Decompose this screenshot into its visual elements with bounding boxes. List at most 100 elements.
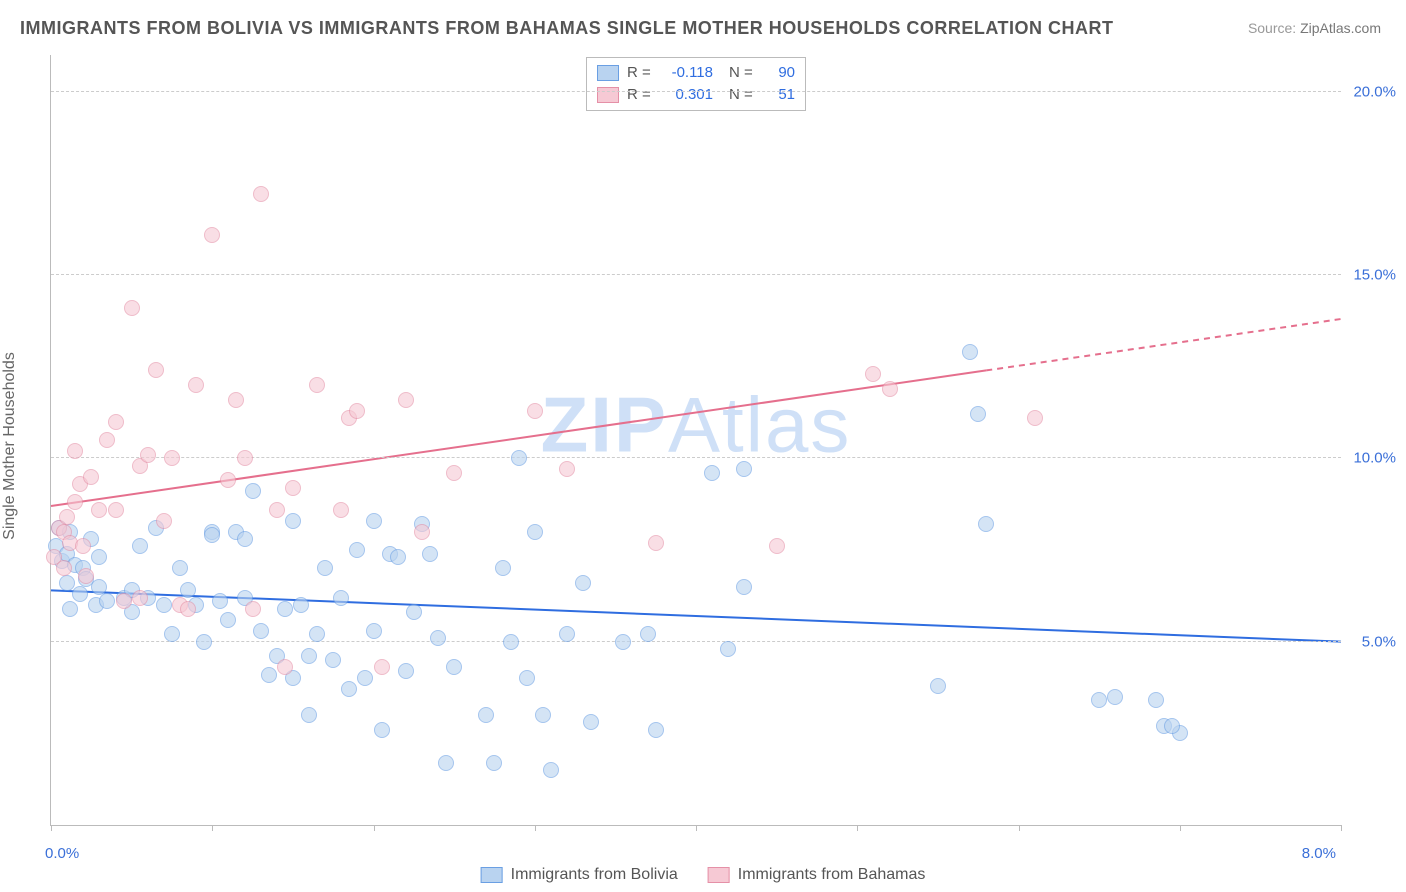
scatter-point-bolivia xyxy=(575,575,591,591)
scatter-point-bolivia xyxy=(390,549,406,565)
scatter-point-bolivia xyxy=(962,344,978,360)
scatter-point-bolivia xyxy=(366,513,382,529)
gridline xyxy=(51,641,1341,642)
gridline xyxy=(51,274,1341,275)
y-tick-label: 5.0% xyxy=(1346,633,1396,650)
scatter-point-bolivia xyxy=(511,450,527,466)
scatter-point-bolivia xyxy=(196,634,212,650)
scatter-point-bolivia xyxy=(261,667,277,683)
scatter-point-bolivia xyxy=(253,623,269,639)
x-tick xyxy=(696,825,697,831)
scatter-point-bahamas xyxy=(245,601,261,617)
scatter-point-bahamas xyxy=(865,366,881,382)
scatter-point-bolivia xyxy=(1164,718,1180,734)
scatter-point-bolivia xyxy=(438,755,454,771)
scatter-point-bahamas xyxy=(882,381,898,397)
scatter-point-bahamas xyxy=(204,227,220,243)
scatter-point-bolivia xyxy=(1148,692,1164,708)
scatter-point-bahamas xyxy=(398,392,414,408)
scatter-point-bolivia xyxy=(736,579,752,595)
scatter-point-bolivia xyxy=(720,641,736,657)
scatter-point-bolivia xyxy=(341,681,357,697)
source-label: Source: xyxy=(1248,20,1300,36)
scatter-point-bolivia xyxy=(72,586,88,602)
scatter-point-bolivia xyxy=(333,590,349,606)
scatter-point-bolivia xyxy=(970,406,986,422)
scatter-point-bahamas xyxy=(56,560,72,576)
n-label: N = xyxy=(729,62,757,84)
scatter-point-bahamas xyxy=(648,535,664,551)
scatter-point-bahamas xyxy=(99,432,115,448)
scatter-point-bolivia xyxy=(519,670,535,686)
scatter-point-bahamas xyxy=(349,403,365,419)
scatter-point-bahamas xyxy=(527,403,543,419)
scatter-point-bahamas xyxy=(156,513,172,529)
x-tick xyxy=(1341,825,1342,831)
scatter-point-bolivia xyxy=(648,722,664,738)
series-legend: Immigrants from Bolivia Immigrants from … xyxy=(481,866,926,884)
correlation-legend-row: R = 0.301 N = 51 xyxy=(597,84,795,106)
watermark-zip: ZIP xyxy=(541,380,668,468)
scatter-point-bolivia xyxy=(164,626,180,642)
scatter-point-bolivia xyxy=(978,516,994,532)
scatter-point-bolivia xyxy=(446,659,462,675)
legend-swatch-bolivia xyxy=(481,867,503,883)
scatter-point-bolivia xyxy=(220,612,236,628)
legend-label-bahamas: Immigrants from Bahamas xyxy=(738,866,926,884)
scatter-point-bolivia xyxy=(309,626,325,642)
scatter-point-bahamas xyxy=(309,377,325,393)
scatter-point-bahamas xyxy=(188,377,204,393)
scatter-point-bahamas xyxy=(140,447,156,463)
scatter-point-bahamas xyxy=(108,414,124,430)
scatter-point-bahamas xyxy=(277,659,293,675)
r-label: R = xyxy=(627,84,655,106)
legend-swatch-bahamas xyxy=(597,87,619,103)
scatter-point-bahamas xyxy=(108,502,124,518)
x-tick xyxy=(1180,825,1181,831)
scatter-point-bahamas xyxy=(220,472,236,488)
scatter-point-bolivia xyxy=(293,597,309,613)
n-label: N = xyxy=(729,84,757,106)
scatter-point-bahamas xyxy=(116,593,132,609)
scatter-point-bahamas xyxy=(132,590,148,606)
y-axis-label: Single Mother Households xyxy=(1,352,19,540)
scatter-point-bolivia xyxy=(930,678,946,694)
scatter-point-bahamas xyxy=(180,601,196,617)
scatter-point-bahamas xyxy=(414,524,430,540)
scatter-point-bolivia xyxy=(374,722,390,738)
scatter-point-bolivia xyxy=(1091,692,1107,708)
x-axis-max-label: 8.0% xyxy=(1302,845,1336,862)
legend-item-bahamas: Immigrants from Bahamas xyxy=(708,866,926,884)
scatter-point-bolivia xyxy=(91,549,107,565)
scatter-point-bolivia xyxy=(430,630,446,646)
scatter-point-bahamas xyxy=(164,450,180,466)
r-label: R = xyxy=(627,62,655,84)
r-value-bolivia: -0.118 xyxy=(663,62,713,84)
legend-swatch-bolivia xyxy=(597,65,619,81)
watermark-atlas: Atlas xyxy=(668,380,851,468)
scatter-point-bolivia xyxy=(503,634,519,650)
scatter-point-bahamas xyxy=(559,461,575,477)
r-value-bahamas: 0.301 xyxy=(663,84,713,106)
legend-item-bolivia: Immigrants from Bolivia xyxy=(481,866,678,884)
trend-lines xyxy=(51,55,1341,825)
scatter-point-bolivia xyxy=(736,461,752,477)
x-tick xyxy=(51,825,52,831)
scatter-point-bolivia xyxy=(398,663,414,679)
x-tick xyxy=(1019,825,1020,831)
scatter-point-bolivia xyxy=(349,542,365,558)
scatter-point-bahamas xyxy=(59,509,75,525)
scatter-point-bahamas xyxy=(67,443,83,459)
scatter-point-bolivia xyxy=(478,707,494,723)
scatter-point-bolivia xyxy=(357,670,373,686)
y-tick-label: 20.0% xyxy=(1346,83,1396,100)
scatter-point-bolivia xyxy=(245,483,261,499)
scatter-point-bolivia xyxy=(237,531,253,547)
scatter-point-bolivia xyxy=(406,604,422,620)
scatter-point-bolivia xyxy=(180,582,196,598)
scatter-point-bolivia xyxy=(543,762,559,778)
chart-container: IMMIGRANTS FROM BOLIVIA VS IMMIGRANTS FR… xyxy=(0,0,1406,892)
scatter-point-bahamas xyxy=(237,450,253,466)
scatter-point-bahamas xyxy=(253,186,269,202)
scatter-point-bolivia xyxy=(301,648,317,664)
